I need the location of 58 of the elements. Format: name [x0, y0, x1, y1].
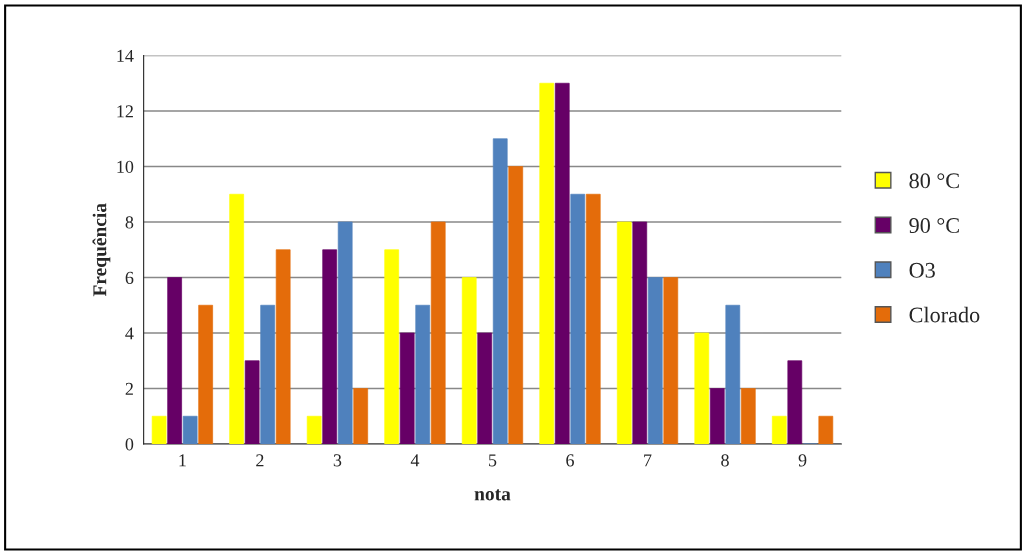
bar — [415, 304, 431, 444]
bar — [461, 277, 477, 444]
y-tick-label: 4 — [125, 327, 134, 340]
bar — [430, 221, 446, 444]
bar — [508, 166, 524, 444]
legend-label: O3 — [909, 262, 935, 278]
bar — [570, 193, 586, 444]
bar — [492, 138, 508, 444]
bar — [151, 415, 167, 444]
x-tick-label: 6 — [566, 454, 574, 467]
y-tick-label: 14 — [117, 49, 134, 62]
bar — [554, 82, 570, 444]
legend-label: Clorado — [909, 306, 980, 323]
legend-label: 80 °C — [909, 173, 959, 189]
bar — [306, 415, 322, 444]
bar — [322, 249, 338, 444]
bar — [787, 360, 803, 444]
x-tick-label: 1 — [179, 454, 186, 467]
bar — [260, 304, 275, 444]
bar — [167, 277, 182, 444]
bar — [616, 221, 632, 444]
x-tick-label: 4 — [410, 454, 420, 467]
legend-label: 90 °C — [909, 218, 959, 234]
bar — [632, 221, 648, 444]
x-tick-label: 3 — [333, 454, 342, 467]
bar — [818, 415, 834, 444]
y-tick-label: 12 — [117, 105, 133, 118]
y-axis-title: Frequência — [92, 203, 111, 297]
x-axis-title: nota — [474, 489, 511, 501]
bar — [275, 249, 291, 444]
bar — [709, 388, 725, 444]
bar — [399, 332, 415, 444]
bar — [740, 388, 756, 444]
y-tick-label: 0 — [125, 438, 134, 451]
x-tick-label: 8 — [721, 454, 729, 467]
bar — [663, 277, 679, 444]
bar — [647, 277, 663, 444]
bar — [182, 415, 198, 444]
bar — [771, 415, 787, 444]
x-tick-label: 7 — [644, 454, 652, 467]
bar — [477, 332, 493, 444]
bar — [585, 193, 601, 444]
x-tick-label: 5 — [489, 454, 497, 467]
y-tick-label: 8 — [125, 216, 134, 229]
bar — [384, 249, 400, 444]
bar — [337, 221, 353, 444]
bar — [198, 304, 213, 444]
bar — [353, 388, 369, 444]
y-tick-label: 2 — [125, 382, 133, 395]
bar — [725, 304, 741, 444]
bar — [244, 360, 260, 444]
bar — [694, 332, 710, 444]
bar — [539, 82, 555, 444]
y-tick-label: 10 — [117, 160, 134, 173]
x-tick-label: 9 — [798, 454, 807, 467]
bar — [229, 193, 244, 444]
x-tick-label: 2 — [256, 454, 264, 467]
y-tick-label: 6 — [125, 271, 134, 284]
